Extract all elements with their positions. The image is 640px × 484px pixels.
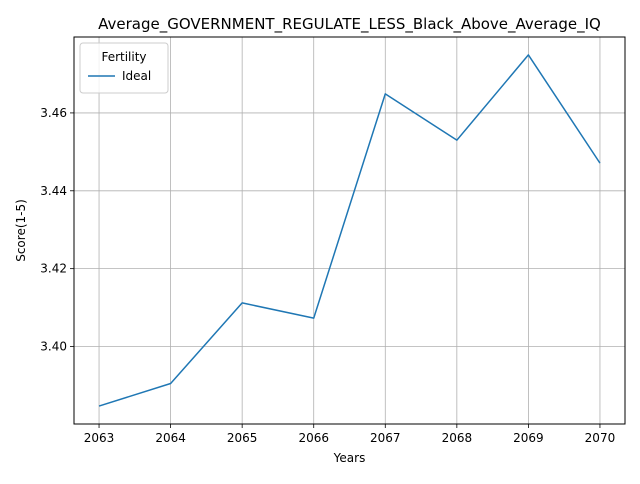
chart-title: Average_GOVERNMENT_REGULATE_LESS_Black_A… [98, 15, 601, 34]
x-axis-label: Years [333, 451, 366, 465]
y-tick-label: 3.44 [40, 184, 67, 198]
legend-label-ideal: Ideal [122, 69, 151, 83]
x-tick-label: 2063 [84, 431, 115, 445]
x-tick-label: 2065 [227, 431, 258, 445]
y-axis-ticks: 3.40 3.42 3.44 3.46 [40, 106, 74, 354]
series-layer [98, 54, 601, 407]
legend: Fertility Ideal [79, 42, 169, 94]
legend-title: Fertility [101, 50, 146, 64]
y-axis-label: Score(1-5) [14, 199, 28, 262]
y-tick-label: 3.42 [40, 262, 67, 276]
y-tick-label: 3.46 [40, 106, 67, 120]
x-tick-label: 2066 [298, 431, 329, 445]
x-axis-ticks: 2063 2064 2065 2066 2067 2068 2069 2070 [84, 424, 615, 445]
x-tick-label: 2069 [513, 431, 544, 445]
series-line-ideal [98, 54, 601, 407]
grid-lines [74, 37, 625, 424]
x-tick-label: 2070 [585, 431, 616, 445]
y-tick-label: 3.40 [40, 340, 67, 354]
legend-box [79, 42, 169, 94]
x-tick-label: 2068 [442, 431, 473, 445]
plot-area-frame [73, 36, 626, 425]
x-tick-label: 2064 [155, 431, 186, 445]
x-tick-label: 2067 [370, 431, 401, 445]
